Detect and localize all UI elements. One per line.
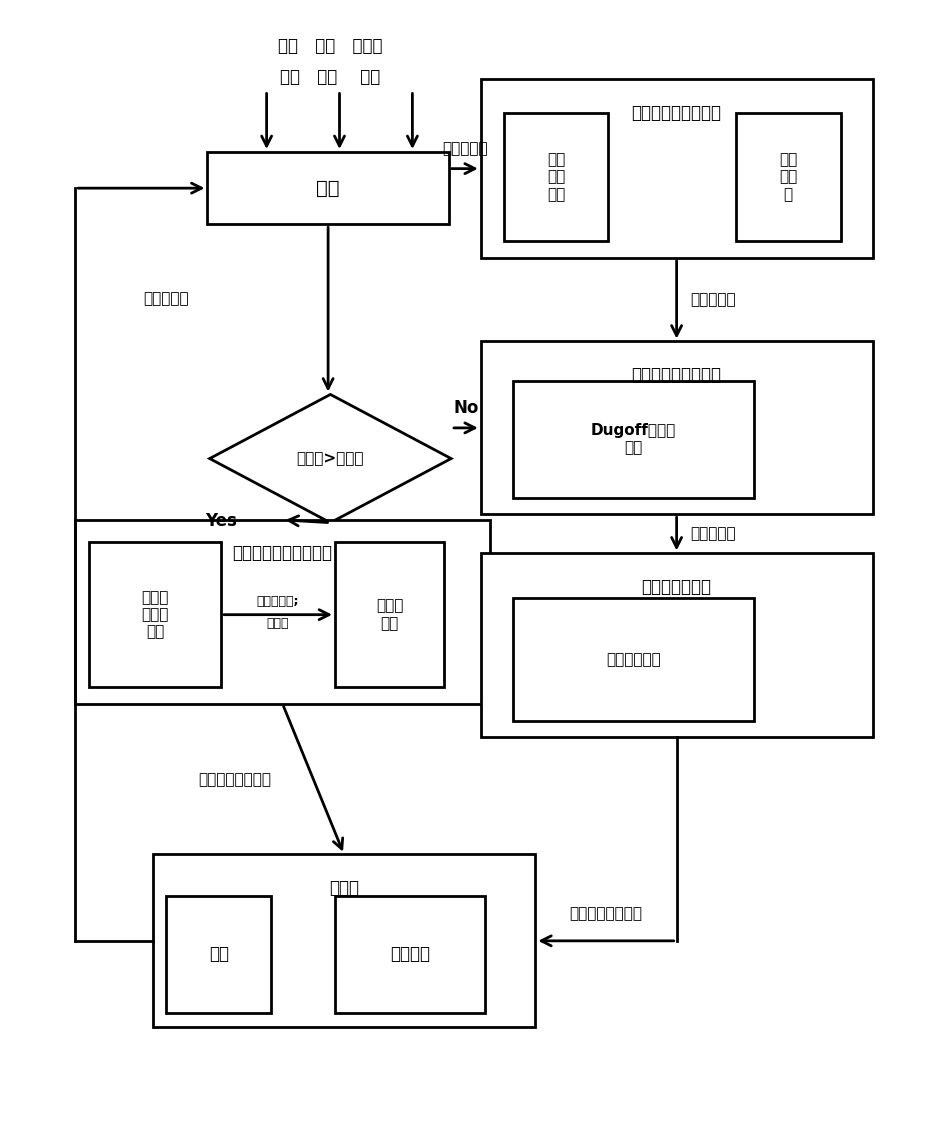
Bar	[481, 553, 872, 737]
Text: 实际滑移率: 实际滑移率	[143, 291, 190, 306]
Text: 目标车轮电机转矩: 目标车轮电机转矩	[570, 905, 643, 921]
Text: 电机: 电机	[209, 945, 228, 963]
Text: 最优车轮电机转矩: 最优车轮电机转矩	[198, 771, 271, 787]
Text: 踏板   踏板    转角: 踏板 踏板 转角	[280, 68, 380, 86]
Text: 模糊滑模控制: 模糊滑模控制	[606, 651, 660, 667]
Bar	[481, 79, 872, 257]
Bar	[335, 542, 444, 688]
Bar	[503, 113, 609, 242]
Text: 执行器: 执行器	[329, 879, 359, 896]
Bar	[481, 341, 872, 515]
Text: 加速   制动   方向盘: 加速 制动 方向盘	[278, 37, 383, 55]
Text: 纵向力需求: 纵向力需求	[442, 141, 487, 156]
Text: 液压制动: 液压制动	[390, 945, 430, 963]
Text: 功率
损耗
优化: 功率 损耗 优化	[547, 152, 565, 202]
Bar	[89, 542, 221, 688]
Text: 轮胎纵向力;: 轮胎纵向力;	[257, 595, 300, 607]
Text: 目标滑移率求解模块: 目标滑移率求解模块	[632, 366, 722, 384]
Bar	[75, 519, 490, 703]
Text: 目标滑移率: 目标滑移率	[690, 526, 736, 541]
Text: 滑移率控制模块: 滑移率控制模块	[642, 578, 711, 596]
Text: 轮胎
力约
束: 轮胎 力约 束	[779, 152, 797, 202]
Text: 滑转率>门限值: 滑转率>门限值	[297, 452, 364, 466]
Bar	[335, 895, 486, 1013]
Text: 车辆: 车辆	[316, 178, 339, 198]
Text: 滑移率: 滑移率	[266, 618, 290, 630]
Text: 滑模极
值搜索
算法: 滑模极 值搜索 算法	[142, 589, 168, 640]
Text: Yes: Yes	[205, 513, 237, 531]
Bar	[735, 113, 841, 242]
Bar	[512, 380, 754, 498]
Text: 目标轮胎力: 目标轮胎力	[690, 292, 736, 307]
Text: No: No	[453, 399, 478, 417]
Bar	[207, 152, 449, 225]
Bar	[153, 855, 536, 1027]
Polygon shape	[210, 394, 451, 523]
Bar	[512, 598, 754, 720]
Text: Dugoff轮胎逆
模型: Dugoff轮胎逆 模型	[591, 423, 676, 455]
Text: 滑模极值搜索控制模块: 滑模极值搜索控制模块	[232, 544, 333, 562]
Bar	[166, 895, 271, 1013]
Text: 轮胎力控制分配模块: 轮胎力控制分配模块	[632, 104, 722, 122]
Text: 最优滑
移率: 最优滑 移率	[376, 598, 403, 631]
